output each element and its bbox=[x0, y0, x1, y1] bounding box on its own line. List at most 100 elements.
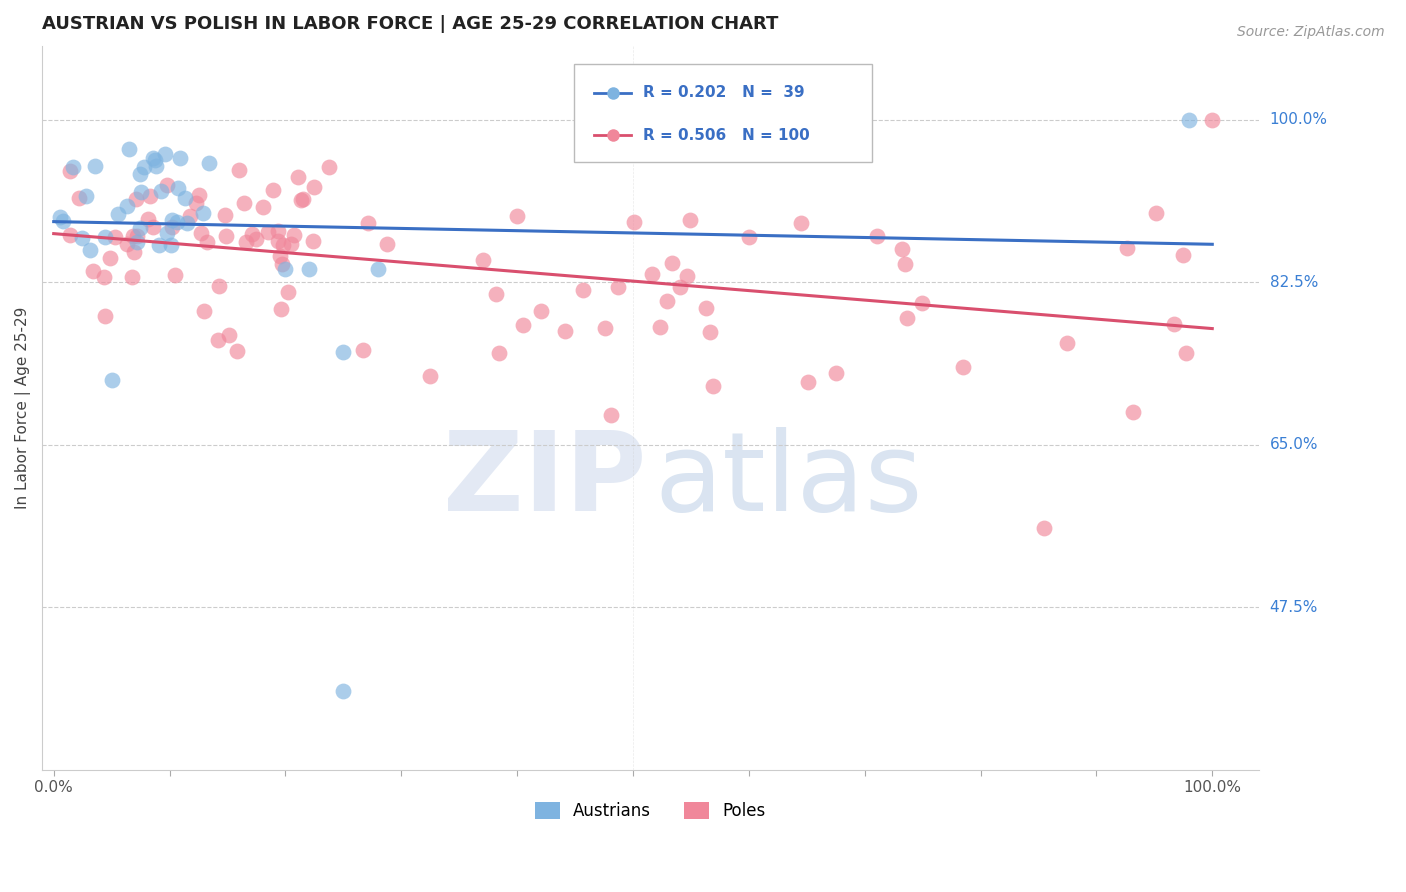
Point bbox=[291, 192, 314, 206]
Point bbox=[142, 219, 165, 234]
Point bbox=[215, 229, 238, 244]
Point bbox=[352, 343, 374, 357]
Legend: Austrians, Poles: Austrians, Poles bbox=[529, 796, 773, 827]
Point bbox=[107, 206, 129, 220]
Point bbox=[226, 343, 249, 358]
Point bbox=[252, 200, 274, 214]
Point bbox=[184, 195, 207, 210]
Point bbox=[49, 210, 72, 224]
Text: 100.0%: 100.0% bbox=[1270, 112, 1327, 128]
Point bbox=[82, 264, 104, 278]
Point bbox=[228, 162, 250, 177]
Point bbox=[332, 345, 354, 359]
Point bbox=[679, 212, 702, 227]
Point bbox=[650, 319, 672, 334]
Point bbox=[1201, 112, 1223, 127]
Point bbox=[160, 237, 183, 252]
Point bbox=[1056, 336, 1078, 351]
Point bbox=[148, 238, 170, 252]
Point bbox=[162, 212, 184, 227]
Point bbox=[1175, 346, 1198, 360]
Point bbox=[1116, 241, 1139, 255]
Point bbox=[1122, 405, 1144, 419]
Point bbox=[150, 184, 173, 198]
Point bbox=[197, 156, 219, 170]
Point bbox=[304, 180, 326, 194]
Point bbox=[911, 296, 934, 310]
Point bbox=[270, 301, 292, 316]
Point bbox=[505, 209, 527, 223]
Point bbox=[277, 285, 299, 299]
Point bbox=[208, 279, 231, 293]
Text: R = 0.202   N =  39: R = 0.202 N = 39 bbox=[643, 86, 804, 100]
Point bbox=[165, 268, 187, 283]
Point bbox=[128, 167, 150, 181]
Point bbox=[129, 185, 152, 199]
Point bbox=[270, 257, 292, 271]
Point bbox=[190, 227, 212, 241]
Point bbox=[188, 187, 211, 202]
Point bbox=[866, 229, 889, 244]
Point bbox=[191, 205, 214, 219]
Point bbox=[357, 216, 380, 230]
Point bbox=[1144, 206, 1167, 220]
Point bbox=[287, 169, 309, 184]
Point bbox=[193, 304, 215, 318]
Text: 47.5%: 47.5% bbox=[1270, 600, 1317, 615]
Point bbox=[167, 180, 190, 194]
Point bbox=[143, 153, 166, 168]
Point bbox=[156, 178, 179, 193]
Point bbox=[262, 183, 284, 197]
Point bbox=[160, 220, 183, 235]
Point bbox=[274, 261, 297, 276]
Point bbox=[117, 237, 139, 252]
Point bbox=[1178, 112, 1201, 127]
Point bbox=[738, 230, 761, 244]
Point bbox=[699, 325, 721, 339]
Point bbox=[484, 287, 506, 301]
Point bbox=[669, 280, 692, 294]
Point bbox=[153, 146, 176, 161]
Point bbox=[125, 228, 148, 243]
Point bbox=[121, 228, 143, 243]
Point bbox=[896, 310, 918, 325]
Point bbox=[52, 213, 75, 227]
Point bbox=[93, 270, 115, 285]
Point bbox=[894, 257, 917, 271]
Point bbox=[655, 294, 678, 309]
Point bbox=[283, 227, 305, 242]
Point bbox=[70, 231, 93, 245]
Point bbox=[332, 684, 354, 698]
Point bbox=[124, 244, 146, 259]
Text: 82.5%: 82.5% bbox=[1270, 275, 1317, 290]
Point bbox=[136, 211, 159, 226]
Point bbox=[128, 220, 150, 235]
Y-axis label: In Labor Force | Age 25-29: In Labor Force | Age 25-29 bbox=[15, 307, 31, 509]
Point bbox=[176, 216, 198, 230]
Point bbox=[156, 227, 179, 241]
Point bbox=[117, 142, 139, 156]
Point bbox=[271, 238, 294, 252]
Point bbox=[121, 269, 143, 284]
Point bbox=[257, 225, 280, 239]
Point bbox=[472, 253, 495, 268]
Point bbox=[280, 237, 302, 252]
Point bbox=[530, 304, 553, 318]
Point bbox=[267, 224, 290, 238]
Text: AUSTRIAN VS POLISH IN LABOR FORCE | AGE 25-29 CORRELATION CHART: AUSTRIAN VS POLISH IN LABOR FORCE | AGE … bbox=[42, 15, 779, 33]
Point bbox=[1163, 317, 1185, 331]
Point bbox=[600, 408, 623, 422]
Point bbox=[127, 235, 149, 250]
Point bbox=[100, 373, 122, 387]
Point bbox=[269, 250, 291, 264]
Point bbox=[488, 346, 510, 360]
Point bbox=[512, 318, 534, 332]
Point bbox=[83, 159, 105, 173]
Point bbox=[166, 215, 188, 229]
Point bbox=[824, 366, 846, 380]
Point bbox=[98, 252, 121, 266]
Point bbox=[797, 375, 820, 389]
Point bbox=[891, 242, 914, 256]
Point bbox=[174, 190, 197, 204]
Point bbox=[1032, 521, 1054, 535]
